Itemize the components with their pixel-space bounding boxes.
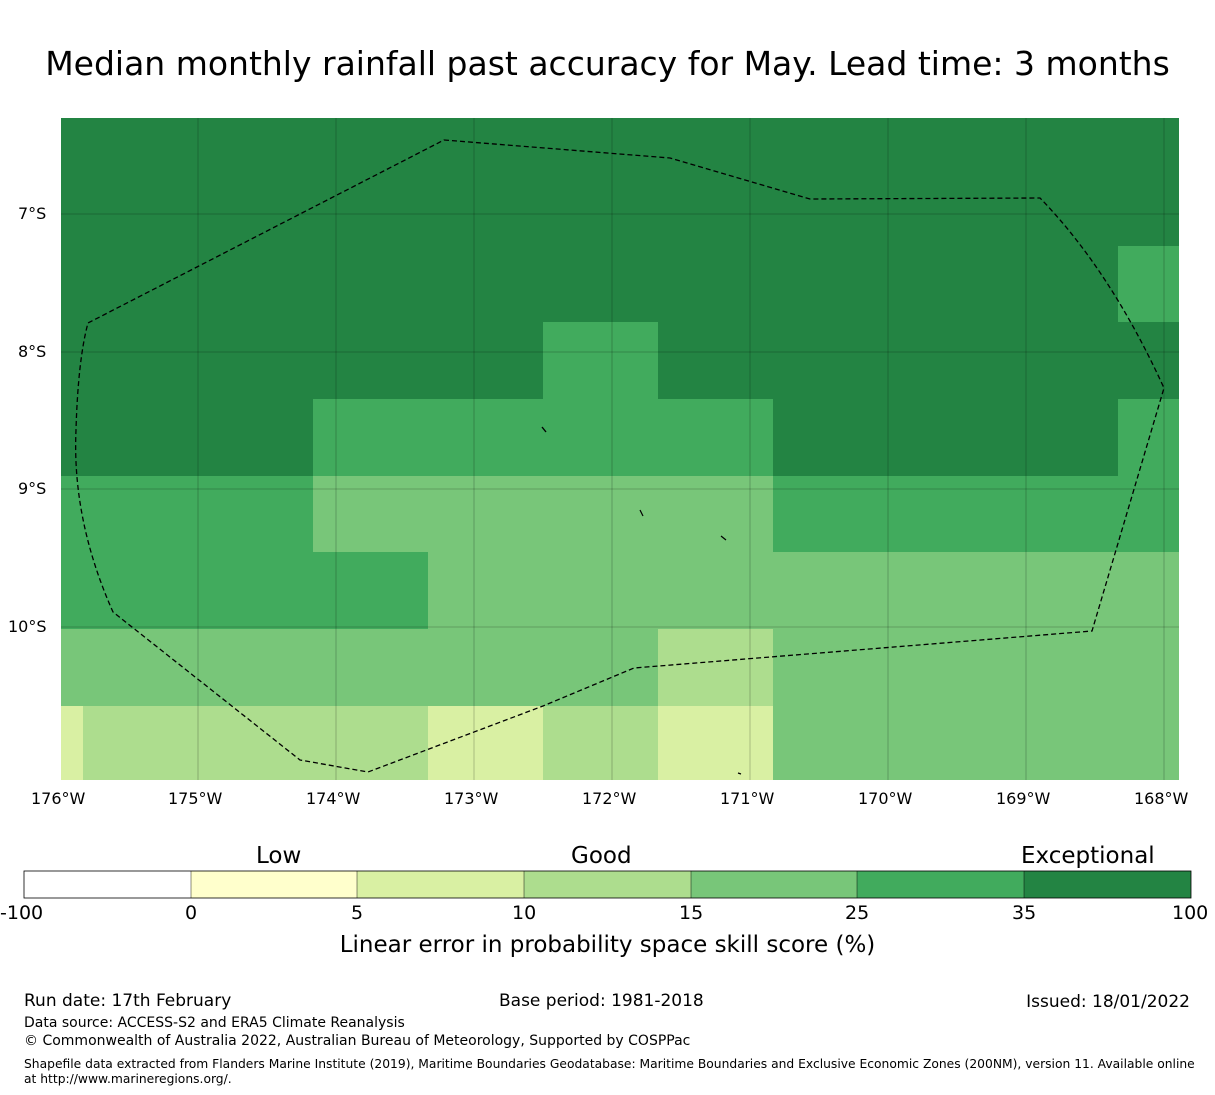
map-cell bbox=[428, 552, 1179, 629]
map-cell bbox=[543, 706, 658, 780]
map-cell bbox=[313, 476, 773, 552]
lat-label: 10°S bbox=[8, 617, 47, 636]
base-period: Base period: 1981-2018 bbox=[499, 991, 704, 1011]
lon-label: 172°W bbox=[582, 789, 637, 808]
map-cell bbox=[61, 322, 543, 399]
map-cell bbox=[61, 118, 1179, 246]
page-title: Median monthly rainfall past accuracy fo… bbox=[45, 44, 1170, 83]
island bbox=[720, 535, 727, 541]
map-cell bbox=[773, 629, 1179, 706]
gridlines bbox=[61, 118, 1179, 780]
lon-label: 175°W bbox=[168, 789, 223, 808]
map-cell bbox=[773, 476, 1179, 552]
lon-label: 170°W bbox=[858, 789, 913, 808]
map-cell bbox=[773, 706, 1179, 780]
map-cell bbox=[1118, 399, 1179, 476]
map-cell bbox=[61, 629, 658, 706]
map-cell bbox=[1118, 246, 1179, 322]
colorbar-tick: 10 bbox=[512, 902, 537, 924]
map-cell bbox=[428, 706, 543, 780]
lon-label: 173°W bbox=[444, 789, 499, 808]
colorbar-segment bbox=[857, 871, 1024, 898]
colorbar-tick: 0 bbox=[185, 902, 198, 924]
colorbar-segment bbox=[24, 871, 191, 898]
map-cell bbox=[658, 322, 1179, 399]
colorbar-label: Linear error in probability space skill … bbox=[339, 932, 876, 958]
copyright: © Commonwealth of Australia 2022, Austra… bbox=[24, 1033, 691, 1049]
lon-label: 169°W bbox=[996, 789, 1051, 808]
eez-boundary bbox=[75, 139, 1165, 773]
colorbar-segment bbox=[1024, 871, 1191, 898]
map-cell bbox=[543, 322, 658, 399]
island bbox=[639, 509, 644, 517]
colorbar-tick: 15 bbox=[679, 902, 704, 924]
legend-category-good: Good bbox=[571, 843, 632, 869]
colorbar-tick: 35 bbox=[1012, 902, 1037, 924]
legend-category-low: Low bbox=[256, 843, 302, 869]
lon-label: 176°W bbox=[31, 789, 86, 808]
map-cell bbox=[83, 706, 428, 780]
colorbar-tick: 25 bbox=[845, 902, 870, 924]
lat-label: 8°S bbox=[18, 342, 47, 361]
map-cell bbox=[61, 552, 428, 629]
colorbar-segment bbox=[191, 871, 357, 898]
run-date: Run date: 17th February bbox=[24, 991, 232, 1011]
colorbar-tick: 5 bbox=[351, 902, 364, 924]
map-cell bbox=[658, 629, 773, 706]
legend-category-exceptional: Exceptional bbox=[1021, 843, 1155, 869]
lon-label: 168°W bbox=[1134, 789, 1189, 808]
map-cell bbox=[658, 706, 773, 780]
shapefile-credit: Shapefile data extracted from Flanders M… bbox=[24, 1057, 1195, 1086]
colorbar-tick: -100 bbox=[0, 902, 44, 924]
issued-date: Issued: 18/01/2022 bbox=[1026, 992, 1190, 1012]
lat-label: 9°S bbox=[18, 479, 47, 498]
colorbar bbox=[23, 870, 1192, 899]
lon-label: 174°W bbox=[306, 789, 361, 808]
map-cell bbox=[61, 706, 83, 780]
map-cell bbox=[61, 399, 313, 476]
map-cell bbox=[773, 399, 1118, 476]
data-source: Data source: ACCESS-S2 and ERA5 Climate … bbox=[24, 1015, 405, 1031]
map-cell bbox=[61, 246, 1118, 322]
colorbar-segment bbox=[357, 871, 524, 898]
island bbox=[541, 426, 547, 433]
skill-map bbox=[61, 118, 1179, 780]
colorbar-tick: 100 bbox=[1172, 902, 1209, 924]
lat-label: 7°S bbox=[18, 204, 47, 223]
map-cell bbox=[61, 476, 313, 552]
colorbar-segment bbox=[691, 871, 857, 898]
map-cell bbox=[313, 399, 773, 476]
island bbox=[737, 772, 742, 775]
colorbar-segment bbox=[524, 871, 691, 898]
lon-label: 171°W bbox=[720, 789, 775, 808]
